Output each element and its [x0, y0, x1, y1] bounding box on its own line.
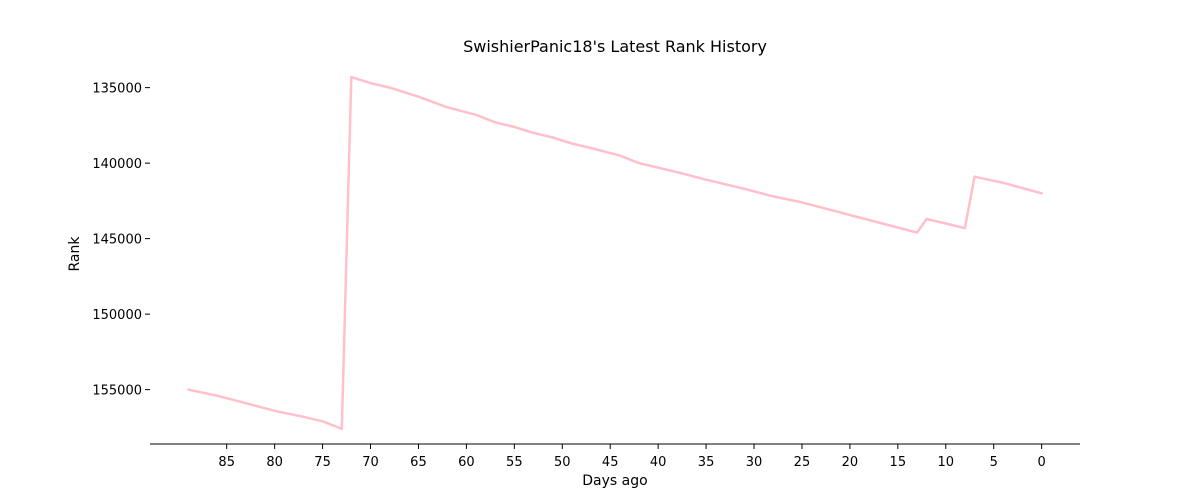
y-axis: 135000 140000 145000 150000 155000 [92, 82, 150, 399]
x-tick-label: 40 [650, 455, 667, 470]
y-axis-label: Rank [67, 236, 83, 272]
rank-series-line [187, 75, 1043, 431]
x-axis-label: Days ago [582, 473, 647, 489]
x-tick-label: 80 [266, 455, 283, 470]
x-axis: 85 80 75 70 65 60 55 50 45 40 35 30 25 20 15 10 5 0 [150, 443, 1080, 470]
y-tick-label: 150000 [92, 308, 142, 323]
x-tick-label: 5 [990, 455, 998, 470]
x-tick-label: 15 [890, 455, 907, 470]
x-tick-label: 10 [937, 455, 954, 470]
x-tick-label: 50 [554, 455, 571, 470]
x-tick-label: 70 [362, 455, 379, 470]
x-tick-label: 65 [410, 455, 427, 470]
x-tick-label: 60 [458, 455, 475, 470]
x-tick-label: 35 [698, 455, 715, 470]
y-tick-label: 155000 [92, 384, 142, 399]
x-tick-label: 75 [314, 455, 331, 470]
plot-area [187, 75, 1043, 431]
chart-title: SwishierPanic18's Latest Rank History [463, 37, 767, 56]
y-tick-label: 140000 [92, 157, 142, 172]
x-tick-label: 25 [794, 455, 811, 470]
x-tick-label: 55 [506, 455, 523, 470]
y-tick-label: 135000 [92, 82, 142, 97]
x-tick-label: 85 [218, 455, 235, 470]
x-tick-label: 45 [602, 455, 619, 470]
x-tick-label: 30 [746, 455, 763, 470]
y-tick-label: 145000 [92, 233, 142, 248]
x-tick-label: 20 [842, 455, 859, 470]
x-tick-label: 0 [1038, 455, 1046, 470]
